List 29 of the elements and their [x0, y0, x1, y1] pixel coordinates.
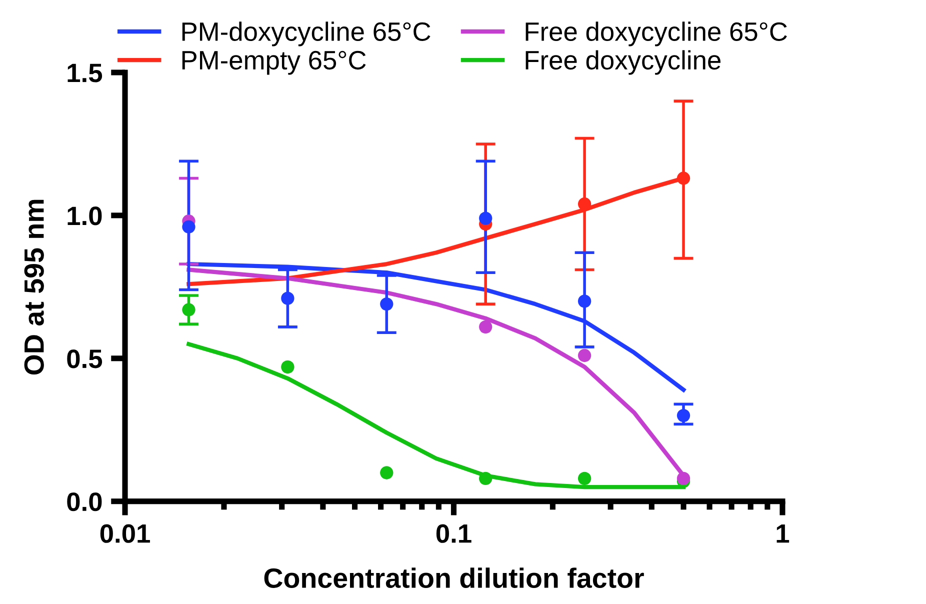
x-tick-label: 1: [776, 524, 790, 543]
y-tick-label: 1.0: [68, 206, 102, 226]
point: [479, 320, 492, 334]
legend-label: Free doxycycline 65°C: [526, 22, 787, 46]
y-tick-label: 1.5: [68, 64, 102, 82]
point: [479, 472, 492, 486]
point: [578, 197, 592, 211]
point: [676, 408, 690, 422]
point: [676, 472, 690, 486]
point: [380, 466, 394, 480]
point: [578, 472, 592, 486]
y-tick-label: 0.0: [67, 492, 102, 512]
y-axis-title: OD at 595 nm: [24, 200, 44, 375]
point: [676, 172, 690, 185]
point: [281, 292, 294, 305]
point: [479, 212, 492, 225]
legend-label: PM-empty 65°C: [182, 50, 366, 75]
legend-label: Free doxycycline: [526, 50, 720, 75]
point: [578, 294, 592, 308]
point: [182, 220, 196, 234]
point: [380, 297, 394, 311]
legend-label: PM-doxycycline 65°C: [182, 22, 430, 46]
point: [182, 303, 196, 316]
x-tick-label: 0.01: [100, 524, 150, 543]
x-tick-label: 0.1: [436, 524, 472, 543]
y-tick-label: 0.5: [67, 350, 102, 368]
point: [578, 348, 592, 362]
point: [281, 360, 294, 374]
x-axis-title: Concentration dilution factor: [264, 568, 644, 588]
